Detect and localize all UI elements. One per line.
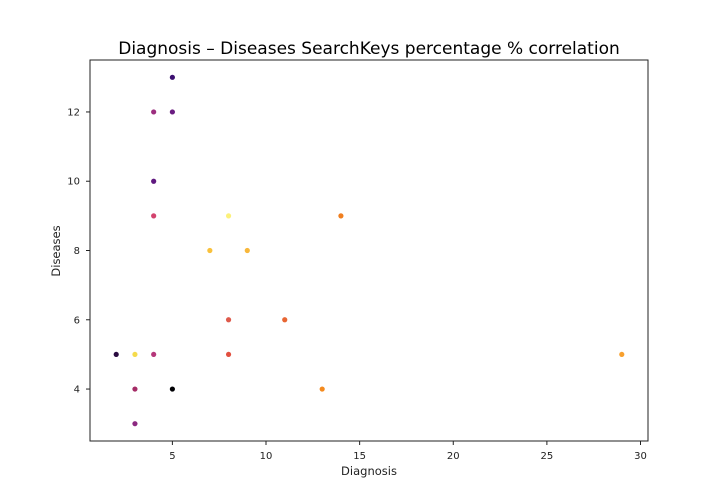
- data-point-16: [132, 386, 138, 392]
- data-point-15: [619, 351, 625, 358]
- x-tick-label: 30: [634, 451, 647, 462]
- x-tick-label: 5: [169, 451, 175, 462]
- y-tick-label: 6: [74, 315, 80, 326]
- chart-title: Diagnosis – Diseases SearchKeys percenta…: [118, 39, 620, 59]
- x-axis-ticks: 5 10 15 20 25 30: [169, 441, 647, 462]
- data-point-11: [113, 351, 119, 358]
- data-point-7: [207, 247, 213, 254]
- data-point-10: [282, 317, 288, 323]
- x-tick-label: 20: [447, 451, 460, 462]
- y-axis-label: Diseases: [49, 225, 63, 276]
- data-point-5: [225, 213, 232, 219]
- y-tick-label: 12: [67, 107, 80, 118]
- x-tick-label: 15: [353, 451, 366, 462]
- data-point-13: [151, 351, 157, 358]
- x-tick-label: 25: [541, 451, 554, 462]
- points-layer: [113, 74, 625, 427]
- data-point-19: [132, 421, 138, 427]
- data-point-18: [319, 386, 325, 392]
- data-point-0: [169, 74, 175, 80]
- x-axis-label: Diagnosis: [341, 464, 397, 478]
- y-tick-label: 8: [74, 246, 80, 257]
- data-point-2: [169, 109, 175, 115]
- plot-frame: [89, 59, 649, 442]
- data-point-6: [338, 213, 344, 219]
- y-tick-label: 4: [74, 385, 80, 396]
- data-point-1: [151, 109, 157, 115]
- data-point-14: [225, 351, 232, 358]
- x-tick-label: 10: [260, 451, 273, 462]
- y-axis-ticks: 4 6 8 10 12: [67, 107, 90, 396]
- data-point-4: [151, 213, 157, 219]
- y-tick-label: 10: [67, 177, 80, 188]
- data-point-17: [169, 386, 175, 392]
- data-point-12: [132, 351, 138, 358]
- data-point-3: [151, 178, 157, 184]
- data-point-9: [225, 317, 232, 323]
- data-point-8: [244, 247, 250, 254]
